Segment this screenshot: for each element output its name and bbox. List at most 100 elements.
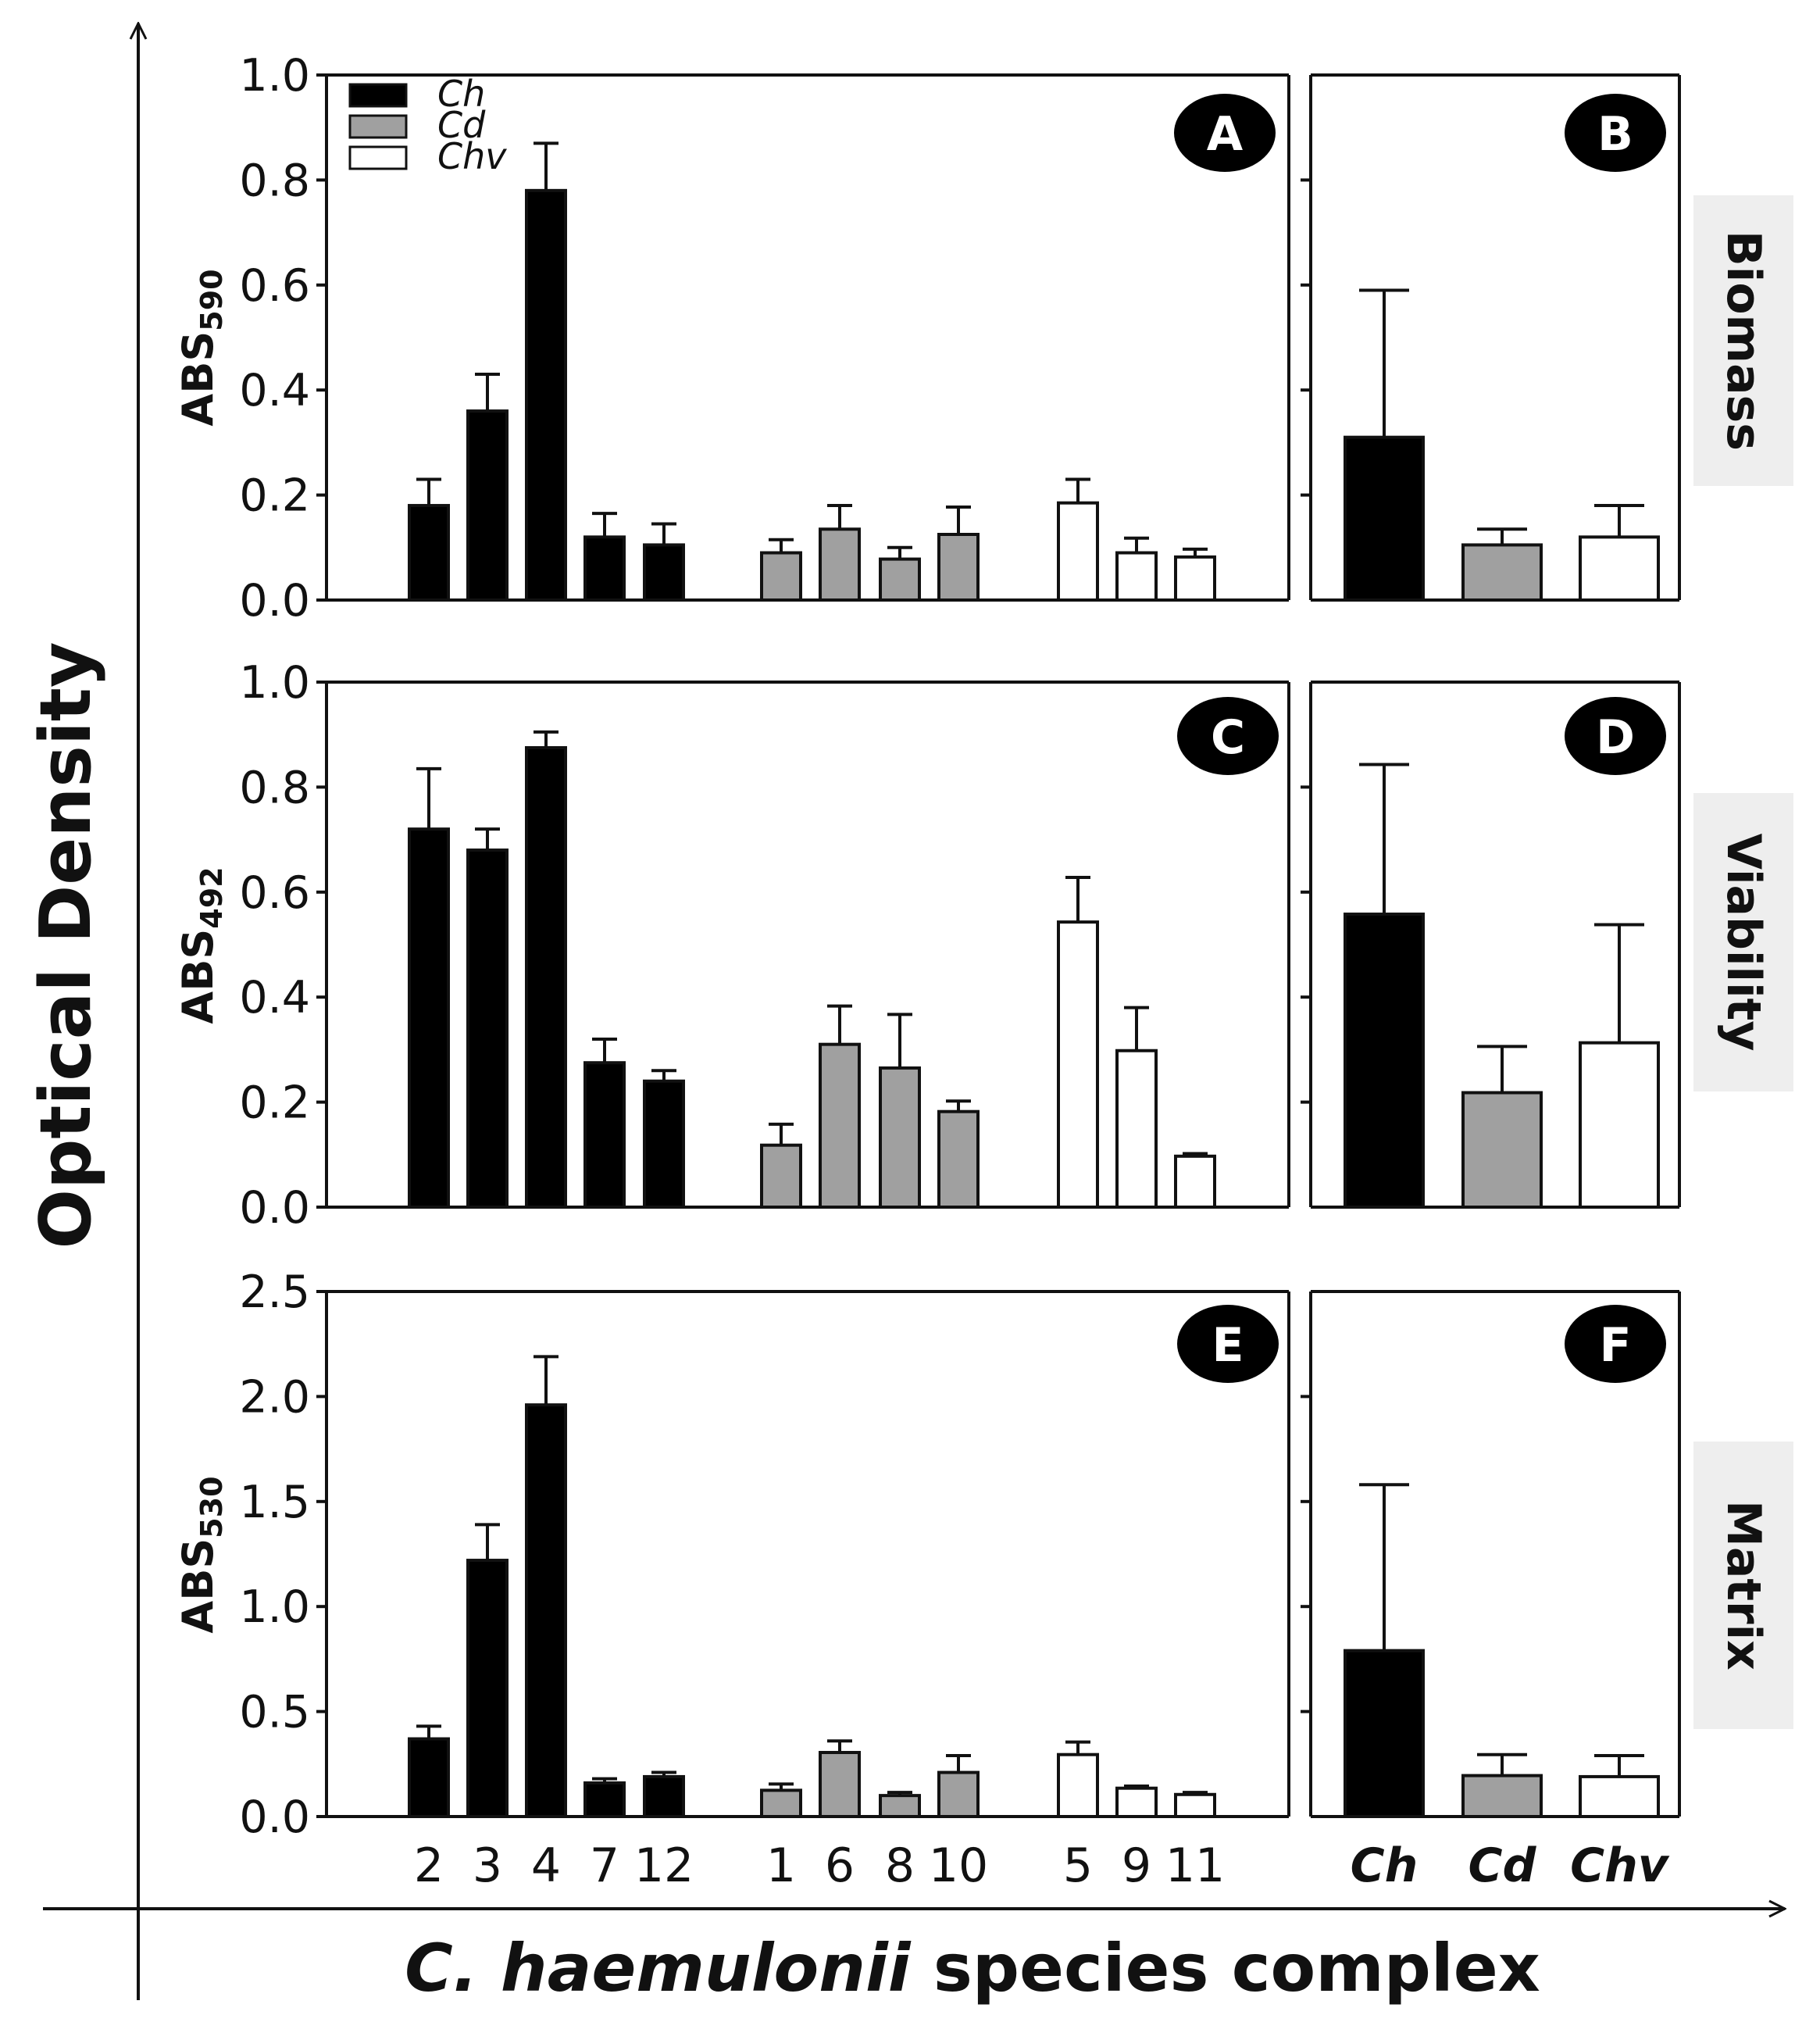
panel-e-y-axis: 0.0 0.5 1.0 1.5 2.0 2.5 bbox=[239, 1267, 327, 1843]
side-label-matrix-bg bbox=[1693, 1442, 1793, 1729]
panel-e-badge-letter: E bbox=[1212, 1318, 1244, 1373]
panel-e-badge-bg bbox=[1177, 1305, 1279, 1383]
panel-e-ytick-label: 2.5 bbox=[239, 1267, 310, 1318]
panel-e-bar-chv-9 bbox=[1115, 1786, 1158, 1818]
side-label-matrix: Matrix bbox=[1693, 1442, 1793, 1729]
x-tick-label: 1 bbox=[766, 1838, 796, 1893]
x-tick-label: 10 bbox=[929, 1838, 988, 1893]
side-label-viability-text: Viability bbox=[1716, 834, 1771, 1052]
panel-a-ytick-label: 0.8 bbox=[239, 155, 310, 206]
panel-a-badge: A bbox=[1174, 94, 1276, 172]
panel-d-badge: D bbox=[1565, 697, 1666, 775]
panel-c-bar-chv-5 bbox=[1057, 920, 1099, 1209]
x-tick-label: 4 bbox=[531, 1838, 561, 1893]
x-tick-label: 7 bbox=[590, 1838, 619, 1893]
panel-c-ytick-label: 0.0 bbox=[239, 1182, 310, 1234]
panel-e-bar-ch-7 bbox=[583, 1781, 626, 1818]
panel-d-bars bbox=[1344, 763, 1660, 1209]
panel-a-ylabel-sub: 590 bbox=[194, 269, 229, 330]
panel-a-ylabel: ABS590 bbox=[173, 269, 229, 426]
panel-e-badge: E bbox=[1177, 1305, 1279, 1383]
panel-c-bar-ch-3 bbox=[466, 849, 509, 1209]
x-axis-title-italic: C. haemulonii bbox=[405, 1930, 912, 2006]
panel-a: 0.0 0.2 0.4 0.6 0.8 1.0 ABS590 A Ch Cd C… bbox=[173, 50, 1290, 627]
panel-d-y-axis bbox=[1301, 785, 1311, 1104]
panel-a-ytick-label: 0.6 bbox=[239, 260, 310, 312]
panel-a-ytick-label: 0.4 bbox=[239, 365, 310, 416]
panel-a-bar-ch-3 bbox=[466, 409, 509, 602]
y-axis-title: Optical Density bbox=[25, 642, 107, 1249]
legend-label-chv: Chv bbox=[437, 135, 507, 177]
side-label-biomass: Biomass bbox=[1693, 195, 1793, 486]
panel-c-bar-ch-4 bbox=[525, 746, 567, 1209]
x-group-label: Ch bbox=[1351, 1838, 1419, 1893]
x-tick-label: 8 bbox=[885, 1838, 915, 1893]
x-axis-title-rest: species complex bbox=[911, 1930, 1540, 2006]
panel-c-ytick-label: 0.4 bbox=[239, 972, 310, 1024]
panel-e-ytick-label: 1.5 bbox=[239, 1477, 310, 1528]
panel-a-ytick-label: 1.0 bbox=[239, 50, 310, 102]
x-tick-label: 3 bbox=[473, 1838, 502, 1893]
panel-a-badge-bg bbox=[1174, 94, 1276, 172]
panel-c-badge-bg bbox=[1177, 697, 1279, 775]
panel-f: F bbox=[1301, 1290, 1681, 1818]
panel-a-bar-cd-1 bbox=[760, 551, 802, 602]
panel-c-bar-cd-6 bbox=[819, 1042, 861, 1209]
panel-c-ylabel: ABS492 bbox=[173, 866, 229, 1024]
panel-b-y-axis bbox=[1301, 178, 1311, 497]
panel-a-bar-ch-7 bbox=[583, 535, 626, 602]
panel-c-ytick-label: 0.8 bbox=[239, 762, 310, 813]
panel-e: 0.0 0.5 1.0 1.5 2.0 2.5 ABS530 E bbox=[173, 1267, 1290, 1843]
x-tick-label: 2 bbox=[414, 1838, 444, 1893]
x-axis-title: C. haemulonii species complex bbox=[405, 1930, 1540, 2006]
panel-c-bar-cd-1 bbox=[760, 1143, 802, 1209]
panel-e-bar-ch-12 bbox=[643, 1774, 685, 1818]
panel-a-bar-ch-2 bbox=[408, 504, 450, 602]
panel-c-bar-chv-11 bbox=[1174, 1154, 1216, 1209]
panel-a-ylabel-main: ABS bbox=[173, 331, 223, 427]
panel-c-ytick-label: 0.6 bbox=[239, 867, 310, 919]
side-label-matrix-text: Matrix bbox=[1716, 1500, 1771, 1670]
panel-a-bar-ch-12 bbox=[643, 543, 685, 602]
legend-swatch-cd bbox=[348, 114, 408, 139]
x-tick-labels: 2 3 4 7 12 1 6 8 10 5 9 11 Ch Cd Chv bbox=[414, 1838, 1670, 1893]
panel-a-badge-letter: A bbox=[1207, 107, 1244, 162]
panel-c-bar-cd-8 bbox=[879, 1066, 921, 1209]
panel-e-ytick-label: 1.0 bbox=[239, 1581, 310, 1633]
panel-a-bar-cd-8 bbox=[879, 557, 921, 602]
side-label-biomass-text: Biomass bbox=[1716, 230, 1771, 451]
panel-d: D bbox=[1301, 681, 1681, 1209]
panel-f-bar-cd bbox=[1461, 1774, 1543, 1818]
panel-c-bar-cd-10 bbox=[937, 1109, 980, 1209]
x-tick-label: 5 bbox=[1063, 1838, 1093, 1893]
x-tick-label: 11 bbox=[1165, 1838, 1225, 1893]
panel-e-bar-ch-2 bbox=[408, 1737, 450, 1818]
panel-a-bar-cd-6 bbox=[819, 527, 861, 602]
x-group-label: Cd bbox=[1468, 1838, 1537, 1893]
panel-b-bars bbox=[1344, 288, 1660, 602]
panel-b-badge-bg bbox=[1565, 94, 1666, 172]
panel-c-y-axis: 0.0 0.2 0.4 0.6 0.8 1.0 bbox=[239, 657, 327, 1234]
panel-f-bars bbox=[1344, 1483, 1660, 1818]
panel-e-bar-cd-8 bbox=[879, 1794, 921, 1819]
legend-label-cd: Cd bbox=[437, 104, 486, 146]
side-label-viability-bg bbox=[1693, 793, 1793, 1091]
legend: Ch Cd Chv bbox=[348, 73, 507, 177]
panel-e-bar-chv-11 bbox=[1174, 1792, 1216, 1818]
panel-d-bar-ch bbox=[1344, 913, 1425, 1209]
panel-b-bar-cd bbox=[1461, 543, 1543, 602]
panel-c-bar-ch-12 bbox=[643, 1079, 685, 1209]
panel-a-ytick-label: 0.2 bbox=[239, 470, 310, 522]
panel-c-ytick-label: 0.2 bbox=[239, 1077, 310, 1129]
panel-a-y-axis: 0.0 0.2 0.4 0.6 0.8 1.0 bbox=[239, 50, 327, 627]
legend-label-ch: Ch bbox=[437, 73, 485, 115]
panel-a-bar-chv-11 bbox=[1174, 555, 1216, 602]
panel-d-bar-chv bbox=[1579, 1041, 1660, 1209]
panel-c-ylabel-main: ABS bbox=[173, 929, 223, 1024]
panel-a-bar-chv-5 bbox=[1057, 501, 1099, 602]
panel-e-ytick-label: 0.5 bbox=[239, 1687, 310, 1738]
panel-d-badge-letter: D bbox=[1596, 710, 1635, 765]
panel-a-ytick-label: 0.0 bbox=[239, 575, 310, 627]
side-label-viability: Viability bbox=[1693, 793, 1793, 1091]
panel-a-bar-cd-10 bbox=[937, 533, 980, 602]
